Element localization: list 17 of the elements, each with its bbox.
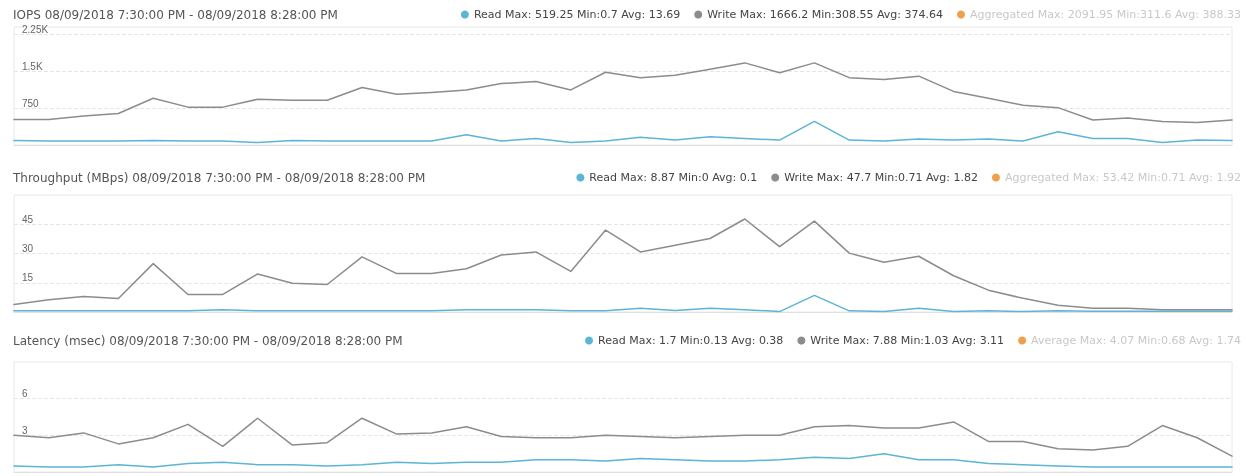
y-tick-label: 30 xyxy=(22,243,34,254)
y-tick-label: 3 xyxy=(22,424,28,436)
chart-title: IOPS 08/09/2018 7:30:00 PM - 08/09/2018 8:28:00 PM xyxy=(13,8,338,22)
legend-label: Read Max: 1.7 Min:0.13 Avg: 0.38 xyxy=(598,334,784,347)
y-tick-label: 15 xyxy=(22,272,34,284)
legend-label: Write Max: 47.7 Min:0.71 Avg: 1.82 xyxy=(784,171,978,184)
legend-label: Read Max: 519.25 Min:0.7 Avg: 13.69 xyxy=(473,8,681,21)
legend-label: Read Max: 8.87 Min:0 Avg: 0.1 xyxy=(589,171,758,184)
y-tick-label: 2.25K xyxy=(22,23,49,35)
y-tick-label: 1.5K xyxy=(22,60,43,72)
y-tick-label: 750 xyxy=(22,97,40,109)
chart-title: Latency (msec) 08/09/2018 7:30:00 PM - 08/09/2018 8:28:00 PM xyxy=(13,334,403,348)
chart-title: Throughput (MBps) 08/09/2018 7:30:00 PM - 08/09/2018 8:28:00 PM xyxy=(12,171,426,185)
y-tick-label: 6 xyxy=(22,388,28,400)
y-tick-label: 45 xyxy=(22,213,34,225)
legend-label: Write Max: 7.88 Min:1.03 Avg: 3.11 xyxy=(810,334,1005,347)
legend-label: Write Max: 1666.2 Min:308.55 Avg: 374.64 xyxy=(707,8,943,21)
